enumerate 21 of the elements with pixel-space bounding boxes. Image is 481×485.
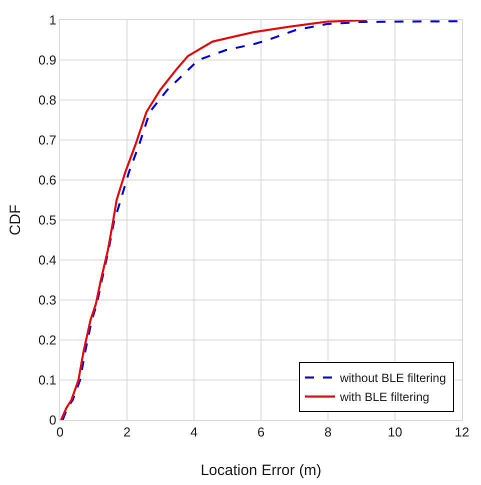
- y-tick-label: 0.4: [38, 252, 56, 268]
- y-tick-label: 0.1: [38, 372, 56, 388]
- y-tick-label: 1: [49, 12, 56, 28]
- x-tick-label: 6: [257, 424, 265, 440]
- legend-label: without BLE filtering: [338, 371, 446, 386]
- y-axis-title: CDF: [7, 204, 24, 236]
- x-axis-title: Location Error (m): [200, 462, 322, 479]
- y-tick-label: 0.3: [38, 292, 56, 308]
- x-tick-label: 2: [123, 424, 131, 440]
- x-tick-label: 4: [190, 424, 198, 440]
- y-tick-label: 0.9: [38, 52, 56, 68]
- y-tick-label: 0.6: [38, 172, 56, 188]
- y-tick-label: 0.8: [38, 92, 56, 108]
- y-tick-label: 0.7: [38, 132, 56, 148]
- y-tick-label: 0.2: [38, 332, 56, 348]
- legend-label: with BLE filtering: [338, 390, 430, 404]
- x-tick-label: 10: [388, 424, 402, 440]
- x-tick-label: 8: [324, 424, 332, 440]
- x-tick-label: 12: [454, 424, 470, 440]
- y-tick-label: 0: [49, 412, 56, 428]
- y-tick-label: 0.5: [38, 212, 56, 228]
